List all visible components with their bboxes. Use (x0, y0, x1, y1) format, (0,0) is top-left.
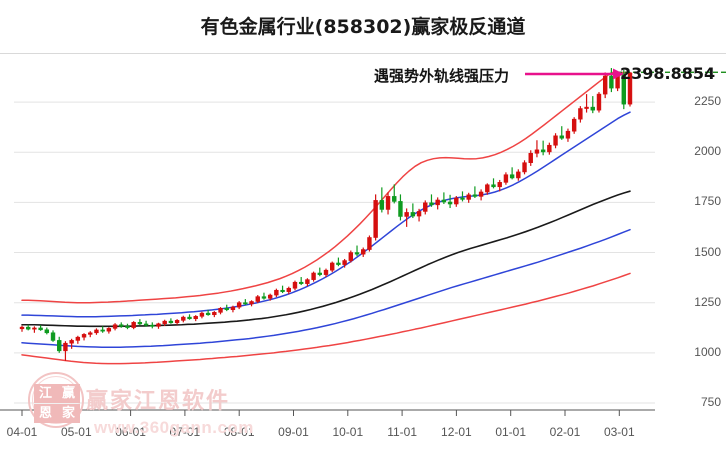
y-axis-tick-label: 1750 (694, 194, 721, 209)
x-axis-tick-label: 12-01 (441, 425, 472, 439)
x-axis-tick-label: 06-01 (115, 425, 146, 439)
seal-char-4: 家 (57, 404, 80, 423)
y-axis-tick-label: 1500 (694, 244, 721, 259)
x-axis-tick-label: 08-01 (223, 425, 255, 439)
axis-lines (0, 409, 655, 416)
annotation-label: 遇强势外轨线强压力 (374, 67, 510, 85)
page-title: 有色金属行业(858302)赢家极反通道 (200, 16, 526, 38)
y-axis-tick-label: 1000 (694, 344, 721, 359)
x-axis-tick-label: 09-01 (278, 425, 309, 439)
seal-char-1: 江 (34, 384, 57, 403)
seal-char-2: 赢 (57, 384, 80, 403)
channel-bands (21, 71, 631, 365)
x-axis-tick-label: 02-01 (549, 425, 581, 439)
seal-outer-ring (28, 372, 84, 428)
y-axis-tick-label: 2250 (694, 94, 721, 109)
grid-lines (14, 101, 655, 404)
x-axis-tick-label: 01-01 (495, 425, 527, 439)
url-watermark: www.360gann.com (94, 418, 254, 437)
brand-watermark: 赢家江恩软件 (86, 389, 231, 414)
x-axis-tick-label: 04-01 (6, 425, 38, 439)
x-axis-tick-label: 07-01 (169, 425, 201, 439)
x-axis-tick-label: 05-01 (60, 425, 92, 439)
y-axis-tick-label: 1250 (694, 294, 721, 309)
brand-seal-logo: 江 赢 恩 家 (28, 372, 86, 430)
y-axis-tick-label: 2000 (694, 144, 721, 159)
x-axis-tick-label: 10-01 (332, 425, 364, 439)
x-axis-tick-label: 03-01 (603, 425, 635, 439)
header-divider (0, 53, 726, 54)
annotation-arrow (525, 68, 624, 80)
candlestick-series (19, 68, 633, 361)
annotation-price-value: 2398.8854 (620, 64, 716, 83)
seal-char-3: 恩 (34, 404, 57, 423)
x-axis-tick-label: 11-01 (387, 425, 417, 439)
y-axis-tick-label: 750 (700, 394, 721, 409)
